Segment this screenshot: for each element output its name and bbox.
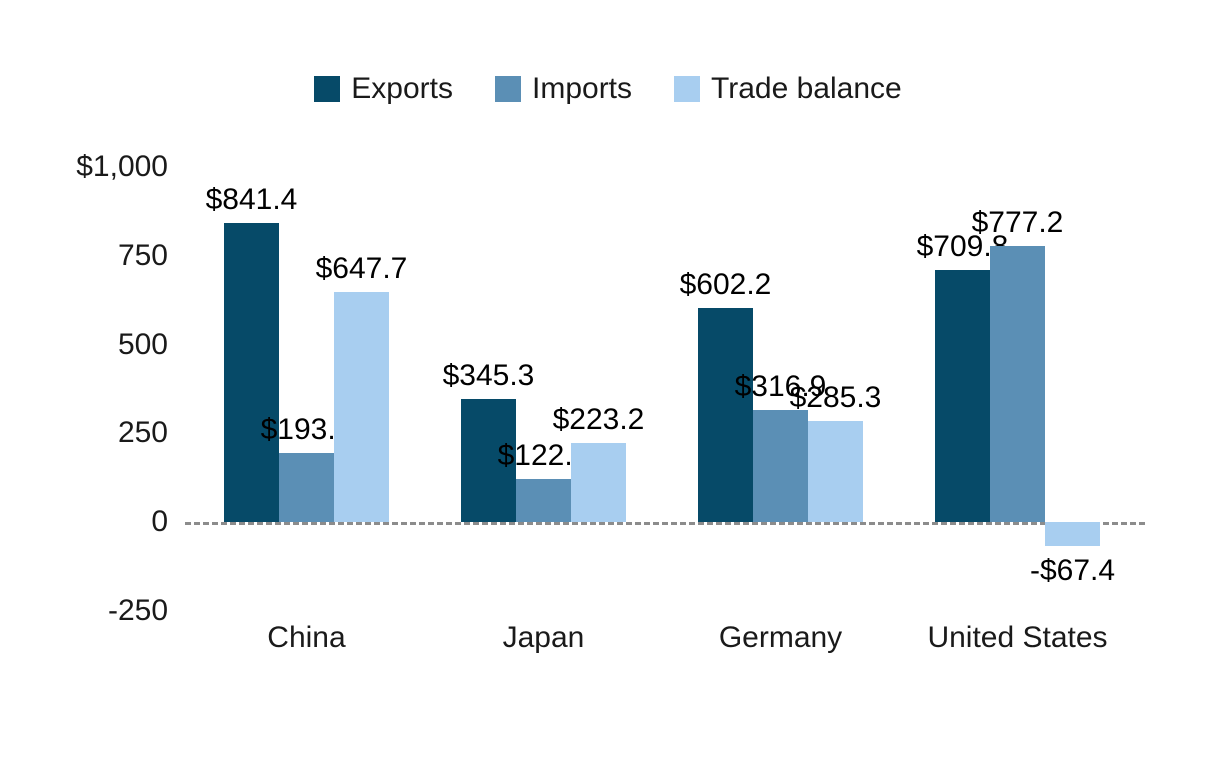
bar xyxy=(1045,522,1100,546)
bar xyxy=(808,420,863,522)
bar xyxy=(990,246,1045,522)
bar xyxy=(516,478,571,522)
legend-label-trade-balance: Trade balance xyxy=(711,72,902,105)
bar xyxy=(461,399,516,522)
bar-value-label: $223.2 xyxy=(552,402,645,436)
bar-value-label: $647.7 xyxy=(315,252,408,286)
legend-swatch-imports xyxy=(495,76,521,102)
bar xyxy=(279,453,334,522)
y-axis-tick-label: 0 xyxy=(151,505,168,538)
bar xyxy=(224,223,279,522)
y-axis-tick-label: -250 xyxy=(107,593,168,627)
bar xyxy=(698,308,753,522)
legend-swatch-trade-balance xyxy=(674,76,701,102)
bar-value-label: $841.4 xyxy=(205,183,298,217)
chart-legend: Exports Imports Trade balance xyxy=(0,74,1216,104)
bar-value-label: $777.2 xyxy=(971,206,1064,240)
y-axis-tick-label: 500 xyxy=(117,327,168,361)
legend-label-imports: Imports xyxy=(532,72,633,105)
y-axis-tick-label: $1,000 xyxy=(76,150,168,183)
bar-value-label: $345.3 xyxy=(442,359,535,393)
bar-value-label: $285.3 xyxy=(789,380,882,414)
bar xyxy=(935,270,990,522)
y-axis-tick-label: 750 xyxy=(117,238,168,272)
bar-value-label: -$67.4 xyxy=(1029,553,1116,587)
bar-value-label: $316.9 xyxy=(734,369,827,403)
x-axis-category-label: China xyxy=(267,621,346,654)
legend-item-imports: Imports xyxy=(495,74,632,104)
x-axis-category-label: United States xyxy=(927,621,1108,654)
bar xyxy=(753,409,808,522)
bar xyxy=(571,442,626,522)
x-axis-category-label: Germany xyxy=(718,621,843,654)
bar xyxy=(334,292,389,522)
zero-baseline xyxy=(185,522,1145,525)
bar-value-label: $602.2 xyxy=(679,268,772,302)
x-axis-category-label: Japan xyxy=(502,621,585,654)
legend-item-trade-balance: Trade balance xyxy=(674,74,902,104)
legend-item-exports: Exports xyxy=(314,74,453,104)
legend-swatch-exports xyxy=(314,76,341,102)
legend-label-exports: Exports xyxy=(351,72,453,105)
y-axis-tick-label: 250 xyxy=(117,416,168,450)
